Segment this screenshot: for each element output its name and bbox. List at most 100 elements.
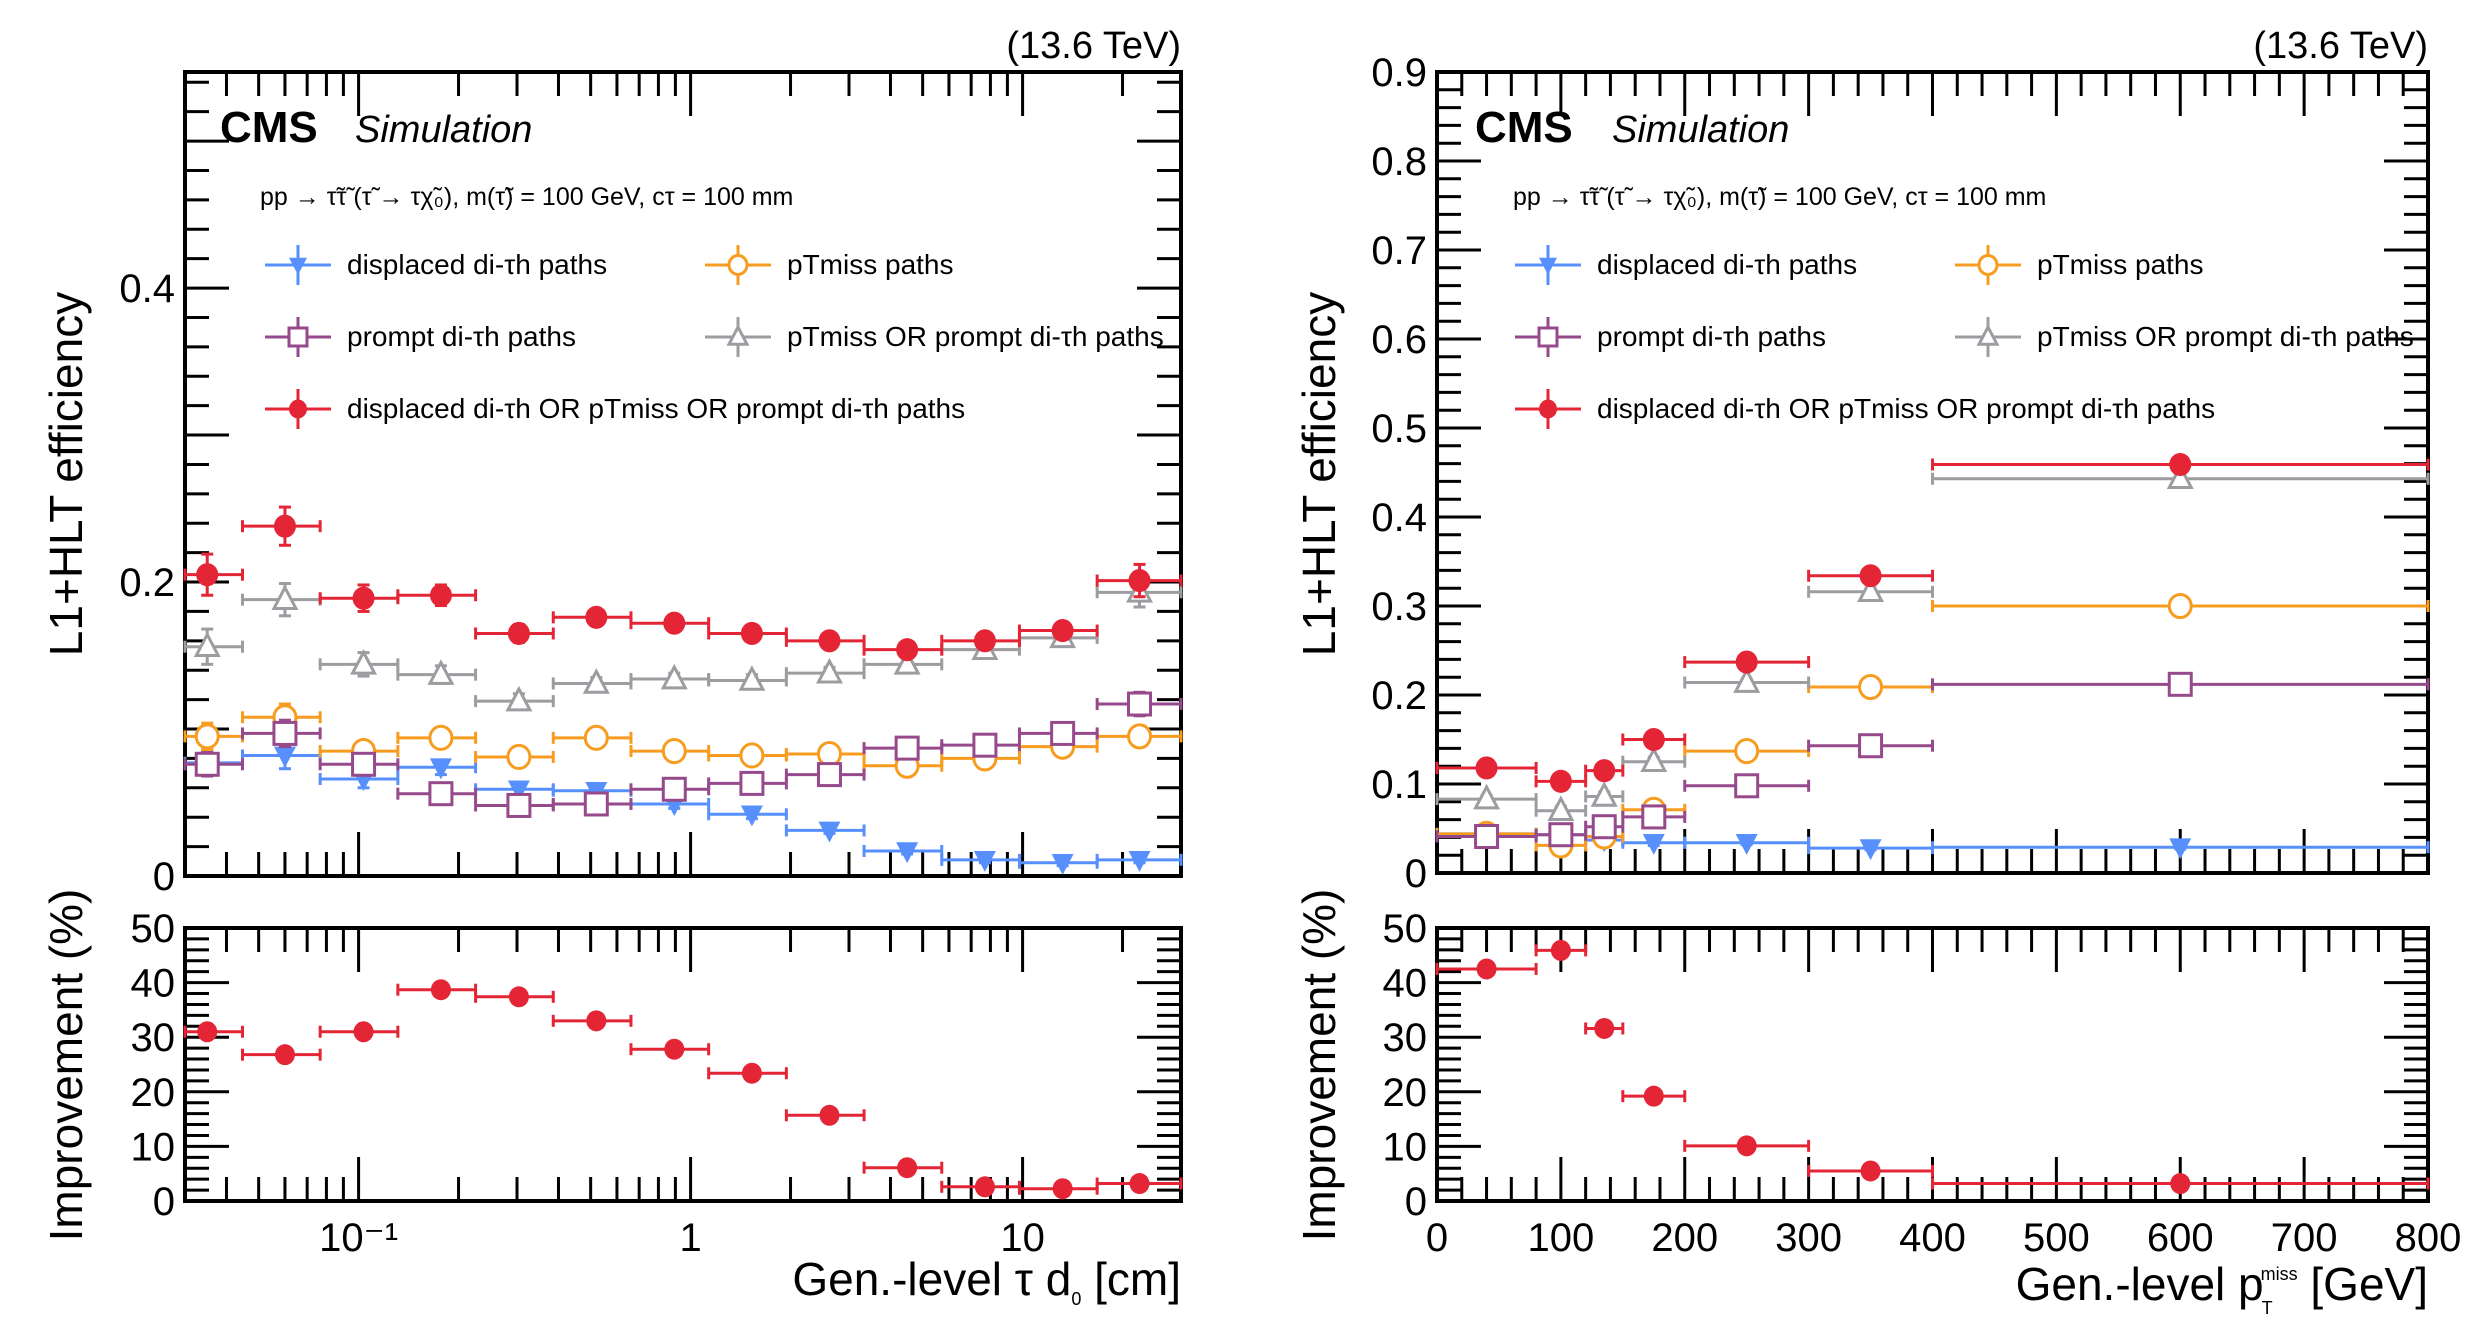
filled-circle-marker	[974, 1176, 995, 1198]
filled-circle-marker	[429, 583, 452, 607]
data-point	[551, 1010, 633, 1032]
series-combined	[183, 505, 1183, 662]
left-improvement-plot: 0 10 20 30 40 50 10⁻¹ 1 10	[131, 907, 1183, 1260]
simulation-label-left: Simulation	[355, 109, 532, 151]
data-point	[707, 1062, 788, 1084]
data-point	[940, 851, 1021, 872]
ratio-y-axis-label-right: Improvement (%)	[1293, 889, 1345, 1242]
filled-circle-marker	[2170, 1173, 2191, 1195]
series-combined	[1435, 939, 2430, 1195]
cms-label-right: CMS	[1475, 103, 1573, 152]
series-combined	[183, 979, 1183, 1200]
data-point	[1435, 958, 1538, 980]
data-point	[240, 1044, 322, 1066]
data-point	[474, 743, 555, 770]
filled-circle-marker	[1594, 1017, 1615, 1039]
svg-text:Gen.-level pTmiss [GeV]: Gen.-level pTmiss [GeV]	[2016, 1258, 2428, 1318]
y-tick-label: 10	[1383, 1125, 1428, 1169]
data-point	[396, 758, 478, 780]
open-square-marker	[1641, 804, 1667, 830]
filled-triangle-down-marker	[1539, 257, 1557, 275]
filled-circle-marker	[1736, 1135, 1757, 1157]
filled-circle-marker	[1593, 759, 1616, 783]
data-point	[707, 621, 788, 646]
data-point	[551, 668, 633, 694]
open-triangle-marker	[193, 631, 221, 658]
filled-triangle-down-marker	[1735, 833, 1758, 855]
filled-triangle-down-marker	[896, 842, 919, 864]
y-tick-label: 30	[1383, 1016, 1428, 1060]
open-square-marker	[1537, 326, 1559, 348]
y-tick-label: 0.8	[1371, 140, 1427, 184]
open-triangle-marker	[1590, 781, 1618, 807]
y-tick-label: 0.2	[119, 561, 175, 605]
open-circle-marker	[727, 254, 749, 276]
data-point	[1621, 833, 1687, 855]
open-circle-marker	[1858, 673, 1884, 701]
data-point	[629, 776, 711, 802]
data-point	[784, 629, 866, 653]
filled-circle-marker	[273, 514, 296, 538]
open-circle-marker	[1734, 738, 1760, 765]
data-point	[862, 638, 944, 662]
data-point	[1534, 795, 1588, 821]
open-square-marker	[661, 776, 687, 802]
open-circle-marker	[1127, 723, 1153, 750]
x-tick-label: 100	[1528, 1216, 1595, 1260]
legend-item-combined: displaced di-τh OR pTmiss OR prompt di-τ…	[1515, 389, 2215, 429]
data-point	[1931, 671, 2430, 697]
data-point	[1017, 853, 1099, 875]
filled-circle-marker	[897, 1157, 918, 1179]
series-ptmiss	[1435, 592, 2430, 859]
filled-circle-marker	[1051, 618, 1074, 643]
open-triangle-marker	[582, 668, 610, 694]
open-square-marker	[1474, 824, 1500, 850]
open-square-marker	[1127, 691, 1153, 717]
data-point	[183, 721, 244, 752]
open-square-marker	[583, 791, 609, 817]
data-point	[1017, 618, 1099, 643]
x-axis-label-right-unit: [GeV]	[2298, 1258, 2428, 1310]
data-point	[318, 751, 400, 777]
open-triangle-marker	[505, 685, 533, 712]
y-tick-label: 50	[1383, 907, 1428, 951]
plot-frame	[1435, 926, 2430, 1203]
data-point	[1931, 452, 2430, 477]
series-ptmiss_or_prompt	[1435, 463, 2430, 821]
data-point	[1683, 650, 1811, 674]
filled-circle-marker	[1642, 727, 1665, 752]
filled-circle-marker	[274, 1044, 295, 1066]
filled-circle-marker	[1550, 939, 1571, 961]
filled-circle-marker	[973, 629, 996, 653]
data-point	[1621, 1085, 1687, 1107]
plot-frame	[183, 926, 1183, 1203]
right-efficiency-plot: 0 0.1 0.2 0.3 0.4 0.5 0.6 0.7 0.8 0.9	[1371, 51, 2430, 896]
legend-label: prompt di-τh paths	[347, 321, 576, 352]
data-point	[1095, 1173, 1183, 1195]
data-point	[1095, 723, 1183, 750]
open-square-marker	[287, 326, 309, 348]
series-combined	[1435, 452, 2430, 793]
filled-circle-marker	[1860, 1160, 1881, 1182]
open-square-marker	[272, 720, 298, 746]
x-axis-label-right: Gen.-level pTmiss [GeV]	[2016, 1258, 2428, 1318]
open-square-marker	[972, 732, 998, 758]
data-point	[396, 781, 478, 807]
open-triangle-marker	[893, 649, 921, 675]
data-point	[551, 605, 633, 629]
y-tick-label: 0.5	[1371, 407, 1427, 451]
data-point	[707, 770, 788, 796]
x-axis-label-right-main: Gen.-level p	[2016, 1258, 2264, 1310]
data-point	[1095, 690, 1183, 718]
data-point	[396, 724, 478, 751]
process-label-left: pp → τ̃τ̃ (τ̃ → τχ̃₀), m(τ̃) = 100 GeV, …	[260, 183, 793, 211]
filled-circle-marker	[586, 1010, 607, 1032]
legend-right: displaced di-τh paths pTmiss paths prompt …	[1515, 245, 2414, 429]
data-point	[1435, 783, 1538, 810]
x-tick-label: 500	[2023, 1216, 2090, 1260]
filled-circle-marker	[197, 1021, 218, 1043]
open-triangle-marker	[271, 584, 299, 610]
data-point	[1807, 576, 1934, 603]
open-triangle-marker	[726, 323, 750, 346]
